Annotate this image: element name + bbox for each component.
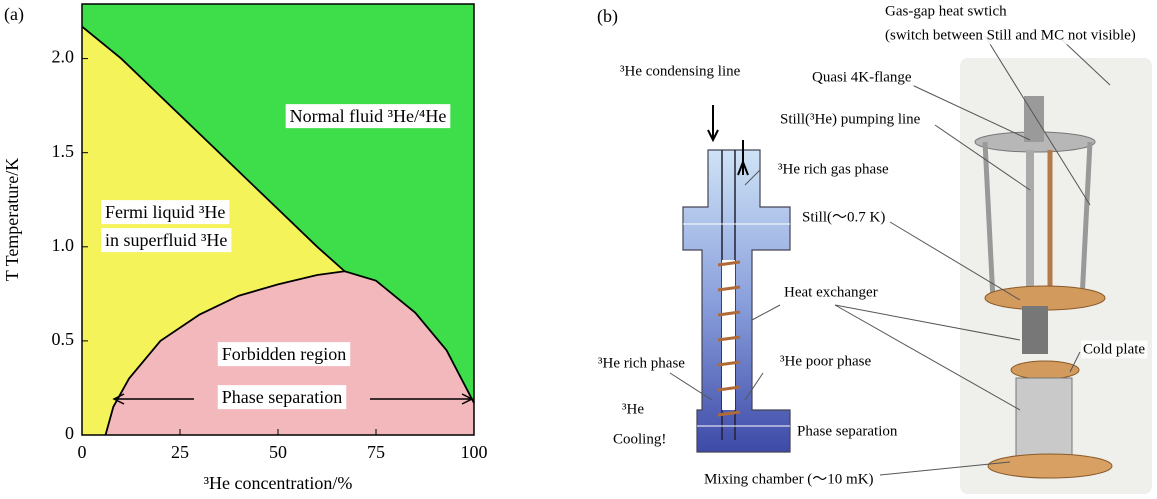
y-tick-label: 2.0 xyxy=(52,47,75,67)
diagram-label: ³He condensing line xyxy=(620,63,741,79)
region-label: in superfluid ³He xyxy=(105,230,227,250)
photo xyxy=(960,58,1152,494)
diagram-label: Still(³He) pumping line xyxy=(780,111,921,127)
region-label: Phase separation xyxy=(222,387,342,407)
x-tick-label: 50 xyxy=(269,442,287,462)
diagram-label: Cold plate xyxy=(1083,341,1145,357)
y-tick-label: 1.5 xyxy=(52,141,75,161)
diagram-label: Still(～0.7 K) xyxy=(802,209,885,225)
diagram-label: ³He xyxy=(622,401,644,417)
region-label: Forbidden region xyxy=(222,344,346,364)
diagram-label: Heat exchanger xyxy=(784,284,878,300)
y-tick-label: 0.5 xyxy=(52,329,75,349)
x-tick-label: 0 xyxy=(78,442,87,462)
region-label: Fermi liquid ³He xyxy=(105,202,225,222)
diagram-label: Gas-gap heat swtich xyxy=(885,3,1007,19)
region-label: Normal fluid ³He/⁴He xyxy=(290,106,447,126)
diagram-label: (switch between Still and MC not visible… xyxy=(885,27,1136,43)
diagram-label: ³He rich gas phase xyxy=(778,161,889,177)
fridge-diagram xyxy=(683,105,790,452)
diagram-label: Mixing chamber (～10 mK) xyxy=(704,471,874,487)
y-axis-label: T Temperature/K xyxy=(2,158,22,282)
panel-label: (b) xyxy=(597,6,618,27)
diagram-label: ³He rich phase xyxy=(598,355,685,371)
x-tick-label: 25 xyxy=(171,442,189,462)
figure: 0 25 50 75 100 0 0.5 1.0 1.5 2.0 (a) ³He concentrat… xyxy=(0,0,1157,499)
y-tick-label: 0 xyxy=(65,423,74,443)
diagram-label: Phase separation xyxy=(797,423,898,439)
diagram-label: ³He poor phase xyxy=(780,353,871,369)
diagram-label: Cooling! xyxy=(613,431,666,447)
y-tick-label: 1.0 xyxy=(52,235,75,255)
panel-label: (a) xyxy=(4,4,24,25)
x-tick-label: 75 xyxy=(367,442,385,462)
x-tick-label: 100 xyxy=(461,442,488,462)
diagram-label: Quasi 4K-flange xyxy=(812,69,912,85)
x-axis-label: ³He concentration/% xyxy=(204,473,353,493)
